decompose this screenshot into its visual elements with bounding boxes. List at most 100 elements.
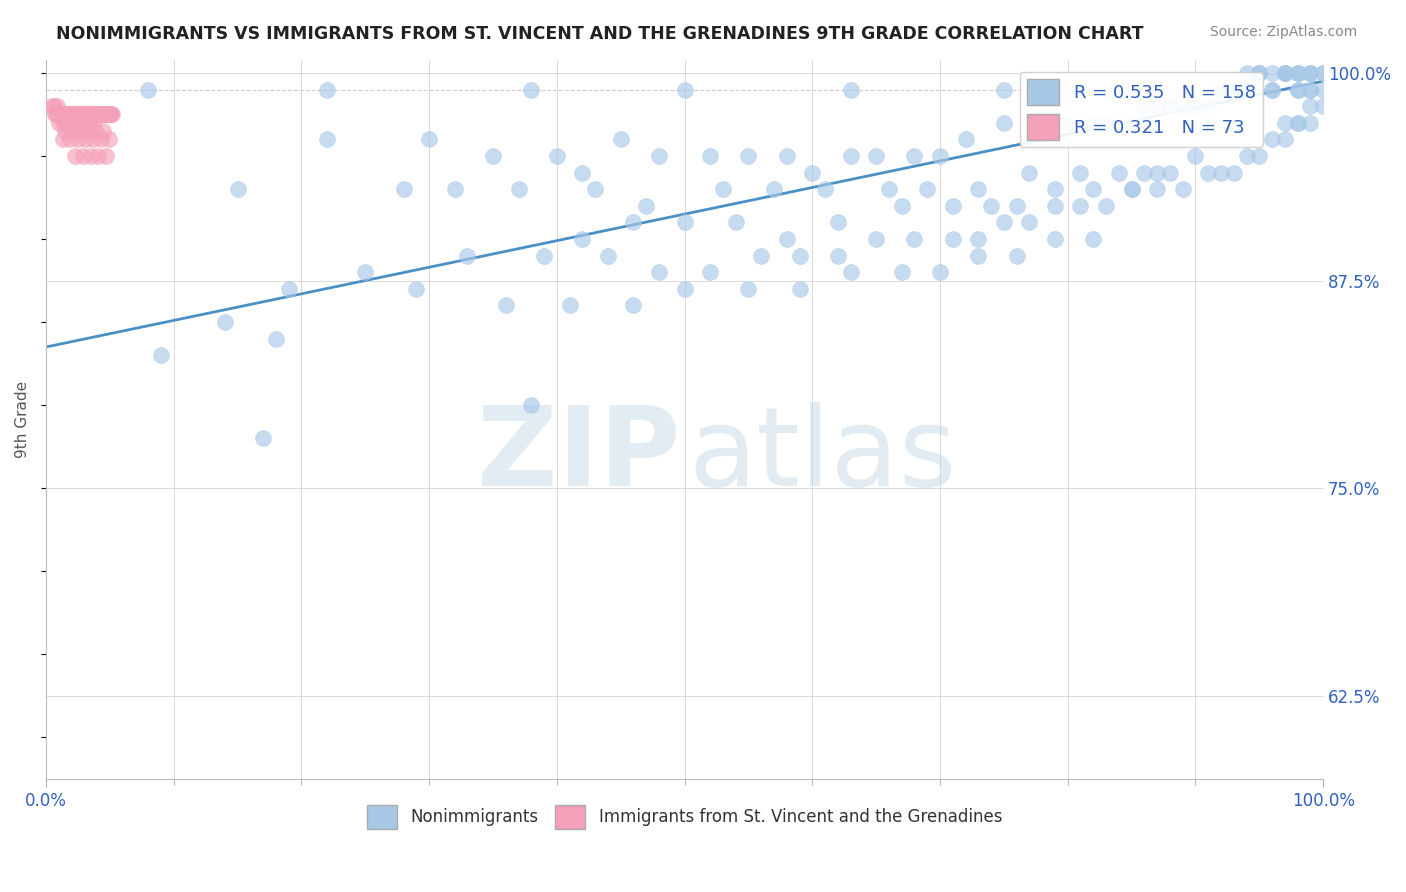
Point xyxy=(70,107,93,121)
Point xyxy=(980,199,1002,213)
Point xyxy=(53,107,76,121)
Point xyxy=(252,431,274,445)
Point xyxy=(801,165,824,179)
Point xyxy=(97,132,120,146)
Point xyxy=(86,107,108,121)
Point xyxy=(136,82,159,96)
Point xyxy=(1274,132,1296,146)
Point xyxy=(58,107,80,121)
Point xyxy=(51,107,73,121)
Point xyxy=(1005,249,1028,263)
Point xyxy=(66,116,89,130)
Point xyxy=(1236,82,1258,96)
Point xyxy=(76,107,98,121)
Point xyxy=(354,265,377,279)
Point xyxy=(1121,116,1143,130)
Point xyxy=(839,82,862,96)
Point xyxy=(903,232,925,246)
Point xyxy=(865,149,887,163)
Point xyxy=(673,282,696,296)
Point xyxy=(1031,116,1053,130)
Point xyxy=(508,182,530,196)
Point xyxy=(1171,99,1194,113)
Point xyxy=(890,265,912,279)
Point xyxy=(418,132,440,146)
Point xyxy=(623,215,645,229)
Point xyxy=(1197,99,1219,113)
Text: ZIP: ZIP xyxy=(478,401,681,508)
Point xyxy=(49,107,72,121)
Point xyxy=(865,232,887,246)
Point xyxy=(456,249,478,263)
Point xyxy=(1299,116,1322,130)
Point xyxy=(66,132,89,146)
Point xyxy=(82,132,104,146)
Point xyxy=(1274,66,1296,80)
Text: NONIMMIGRANTS VS IMMIGRANTS FROM ST. VINCENT AND THE GRENADINES 9TH GRADE CORREL: NONIMMIGRANTS VS IMMIGRANTS FROM ST. VIN… xyxy=(56,25,1143,43)
Point xyxy=(967,232,990,246)
Point xyxy=(1171,182,1194,196)
Point xyxy=(48,107,70,121)
Point xyxy=(316,82,339,96)
Point xyxy=(648,265,671,279)
Point xyxy=(1286,82,1309,96)
Point xyxy=(1299,66,1322,80)
Point xyxy=(1018,165,1040,179)
Point xyxy=(737,282,759,296)
Point xyxy=(62,116,84,130)
Point xyxy=(100,107,122,121)
Point xyxy=(52,116,75,130)
Point xyxy=(1146,99,1168,113)
Point xyxy=(1121,182,1143,196)
Point xyxy=(1286,66,1309,80)
Point xyxy=(77,124,100,138)
Point xyxy=(405,282,427,296)
Point xyxy=(226,182,249,196)
Point xyxy=(59,132,82,146)
Point xyxy=(79,107,101,121)
Point xyxy=(101,107,124,121)
Point xyxy=(55,107,77,121)
Point xyxy=(98,107,121,121)
Point xyxy=(546,149,568,163)
Point xyxy=(1249,66,1271,80)
Point xyxy=(1286,116,1309,130)
Point xyxy=(1043,232,1066,246)
Point xyxy=(1108,165,1130,179)
Point xyxy=(1121,182,1143,196)
Point xyxy=(967,182,990,196)
Point xyxy=(1249,66,1271,80)
Point xyxy=(87,107,110,121)
Point xyxy=(1222,165,1244,179)
Point xyxy=(1146,165,1168,179)
Legend: Nonimmigrants, Immigrants from St. Vincent and the Grenadines: Nonimmigrants, Immigrants from St. Vince… xyxy=(360,798,1008,835)
Point xyxy=(890,199,912,213)
Point xyxy=(1133,99,1156,113)
Point xyxy=(93,107,115,121)
Point xyxy=(1249,66,1271,80)
Point xyxy=(65,149,87,163)
Point xyxy=(1209,82,1232,96)
Point xyxy=(42,99,65,113)
Point xyxy=(1159,99,1181,113)
Point xyxy=(80,107,103,121)
Point xyxy=(83,107,105,121)
Point xyxy=(482,149,505,163)
Point xyxy=(89,107,111,121)
Point xyxy=(1236,66,1258,80)
Point xyxy=(495,298,517,312)
Point xyxy=(63,116,86,130)
Point xyxy=(1184,99,1206,113)
Point xyxy=(1236,149,1258,163)
Point xyxy=(97,107,120,121)
Point xyxy=(91,107,114,121)
Point xyxy=(1312,82,1334,96)
Point xyxy=(93,107,115,121)
Point xyxy=(56,116,79,130)
Point xyxy=(46,99,69,113)
Point xyxy=(814,182,837,196)
Point xyxy=(1069,165,1091,179)
Point xyxy=(316,132,339,146)
Point xyxy=(149,348,172,362)
Point xyxy=(84,107,107,121)
